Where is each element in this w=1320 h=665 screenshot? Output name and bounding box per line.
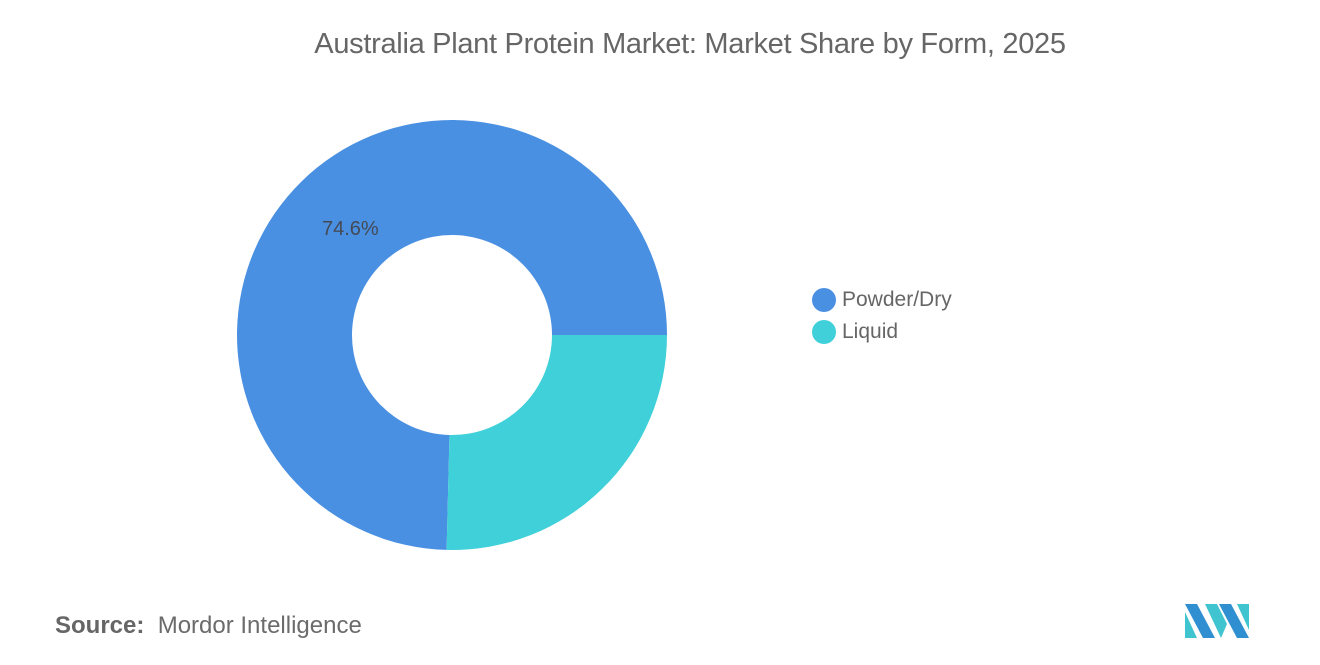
liquid-slice: [446, 335, 667, 550]
chart-title: Australia Plant Protein Market: Market S…: [314, 28, 1066, 60]
powder-dry-data-label: 74.6%: [322, 218, 379, 240]
source-prefix: Source:: [55, 612, 145, 639]
legend: Powder/Dry Liquid: [812, 284, 952, 348]
source-name: Mordor Intelligence: [157, 612, 362, 639]
source-note: Source: Mordor Intelligence: [55, 612, 362, 640]
legend-label: Powder/Dry: [842, 288, 952, 311]
legend-label: Liquid: [842, 320, 899, 343]
mordor-intelligence-logo-icon: [1185, 604, 1249, 638]
powder-dry-swatch-icon: [812, 288, 836, 312]
liquid-swatch-icon: [812, 320, 836, 344]
powder-dry-slice: [237, 120, 668, 550]
legend-item-liquid: Liquid: [812, 316, 952, 348]
legend-item-powder-dry: Powder/Dry: [812, 284, 952, 316]
